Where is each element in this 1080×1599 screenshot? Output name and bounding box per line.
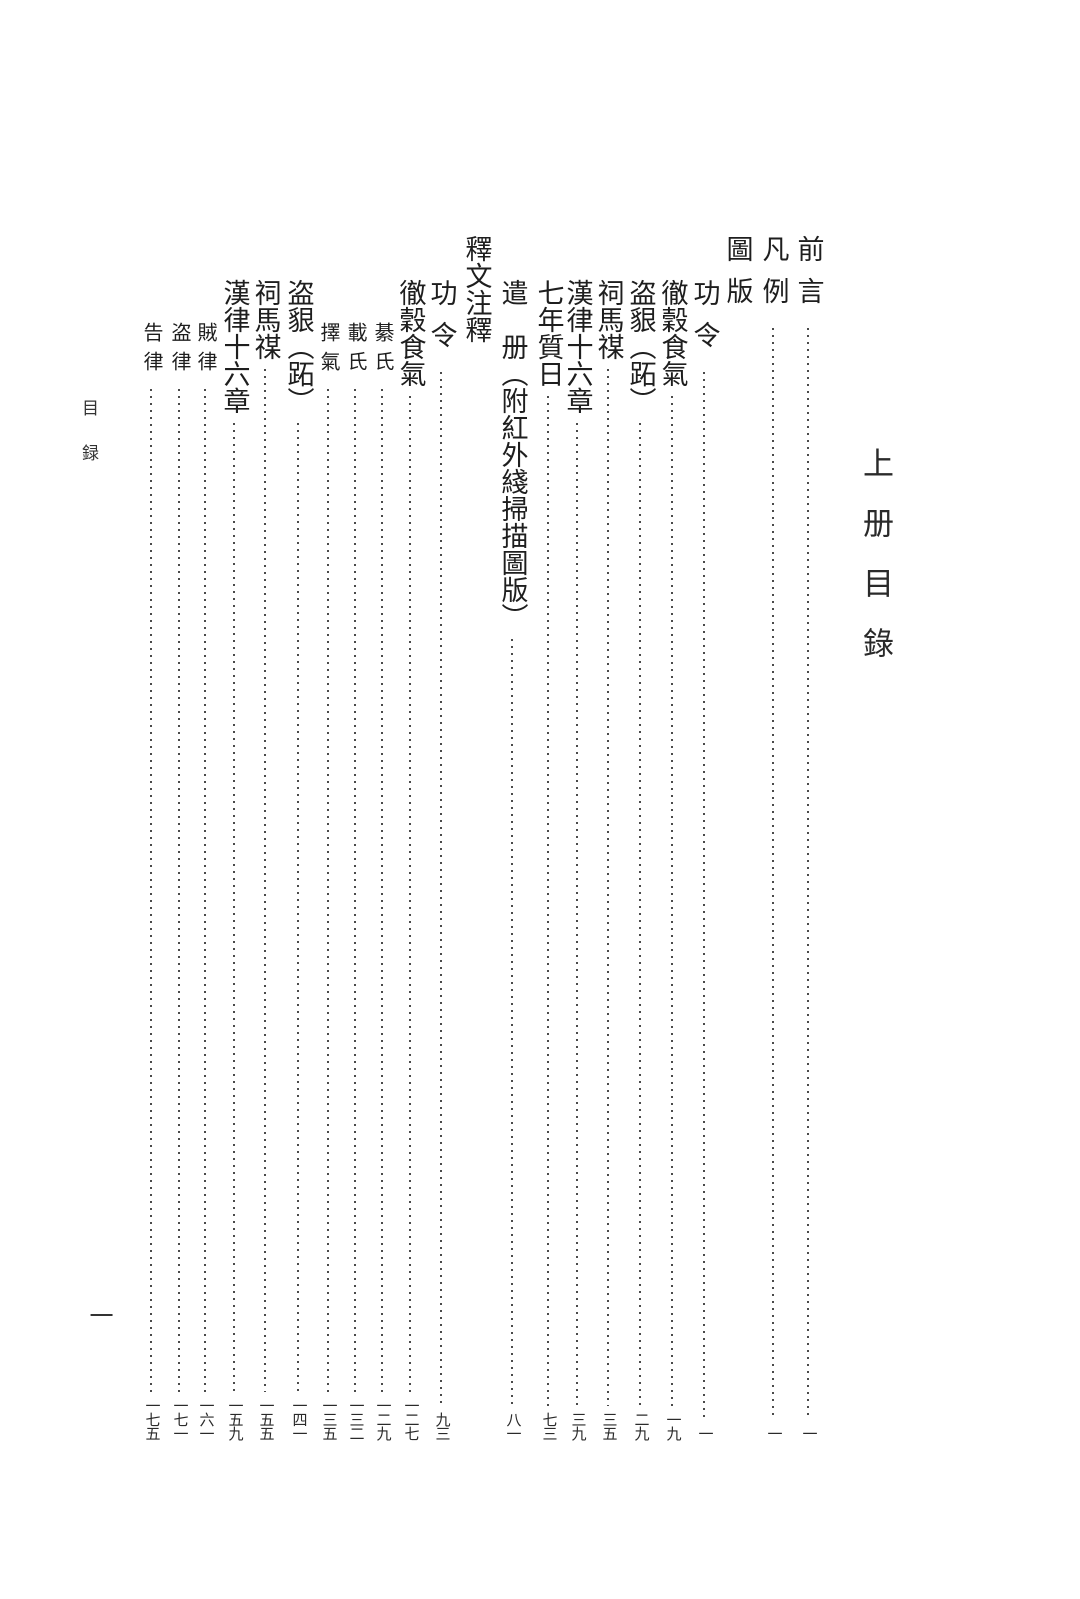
dotted-leader <box>381 389 383 1392</box>
dotted-leader <box>409 396 411 1392</box>
toc-section-header: 釋文注釋 <box>461 235 492 343</box>
dotted-leader <box>233 423 235 1392</box>
toc-entry-page: 三九 <box>569 1412 586 1440</box>
toc-entry-label: 漢律十六章 <box>219 279 250 414</box>
toc-entry: 功令 一 <box>689 279 720 1440</box>
toc-entry-label: 祠馬禖 <box>250 279 281 360</box>
toc-entry-label: 凡例 <box>758 235 789 319</box>
toc-entry: 祠馬禖 一五五 <box>250 279 281 1440</box>
toc-entry-page: 一三五 <box>320 1398 337 1440</box>
toc-entry-label: 徹穀食氣 <box>395 279 426 387</box>
toc-subentry: 載氏 一三二 <box>344 322 366 1440</box>
toc-entry: 漢律十六章 一五九 <box>219 279 250 1440</box>
toc-entry-page: 一六一 <box>197 1398 214 1440</box>
toc-entry-label: 祠馬禖 <box>593 279 624 360</box>
toc-entry-page: 一九 <box>664 1412 681 1440</box>
dotted-leader <box>772 328 774 1420</box>
dotted-leader <box>671 396 673 1406</box>
toc-entry-page: 一五五 <box>257 1398 274 1440</box>
toc-entry: 凡例 一 <box>758 235 789 1440</box>
dotted-leader <box>264 369 266 1392</box>
toc-entry-page: 八一 <box>504 1412 521 1440</box>
toc-entry: 功令 九三 <box>426 279 457 1440</box>
toc-entry-page: 一 <box>800 1426 817 1440</box>
dotted-leader <box>639 423 641 1406</box>
dotted-leader <box>354 389 356 1392</box>
dotted-leader <box>327 389 329 1392</box>
toc-entry: 盗貇（跖） 二九 <box>625 279 656 1440</box>
toc-entry: 祠馬禖 三五 <box>593 279 624 1440</box>
toc-entry: 徹穀食氣 一九 <box>657 279 688 1440</box>
toc-entry-page: 一七五 <box>143 1398 160 1440</box>
toc-subentry: 綦氏 一二九 <box>371 322 393 1440</box>
toc-subentry: 盗律 一七一 <box>168 322 190 1440</box>
dotted-leader <box>178 389 180 1392</box>
toc-entry-page: 七三 <box>540 1412 557 1440</box>
toc-entry-label: 七年質日 <box>533 279 564 387</box>
toc-entry-page: 一四一 <box>290 1398 307 1440</box>
toc-entry: 漢律十六章 三九 <box>562 279 593 1440</box>
toc-entry-label: 前言 <box>793 235 824 319</box>
page-title: 上册目錄 <box>858 447 893 687</box>
toc-entry-page: 一五九 <box>226 1398 243 1440</box>
toc-entry: 前言 一 <box>793 235 824 1440</box>
toc-entry-label: 漢律十六章 <box>562 279 593 414</box>
toc-entry-page: 一 <box>696 1426 713 1440</box>
dotted-leader <box>150 389 152 1392</box>
toc-subentry: 擇氣 一三五 <box>317 322 339 1440</box>
dotted-leader <box>703 372 705 1420</box>
running-header: 目録 <box>79 399 98 489</box>
toc-section-header: 圖版 <box>722 235 753 319</box>
toc-entry-label: 告律 <box>140 322 162 380</box>
dotted-leader <box>576 423 578 1406</box>
toc-subentry: 賊律 一六一 <box>194 322 216 1440</box>
toc-entry: 盗貇（跖） 一四一 <box>283 279 314 1440</box>
toc-entry-label: 載氏 <box>344 322 366 380</box>
toc-entry-page: 一七一 <box>171 1398 188 1440</box>
dotted-leader <box>511 639 513 1406</box>
dotted-leader <box>607 369 609 1406</box>
toc-entry-label: 徹穀食氣 <box>657 279 688 387</box>
toc-entry-label: 遣 册（附紅外綫掃描圖版） <box>497 279 528 630</box>
toc-entry: 遣 册（附紅外綫掃描圖版） 八一 <box>497 279 528 1440</box>
toc-section-label: 釋文注釋 <box>461 235 492 343</box>
toc-entry-page: 一三二 <box>347 1398 364 1440</box>
toc-entry-label: 功令 <box>426 279 457 363</box>
toc-entry-page: 一二九 <box>374 1398 391 1440</box>
toc-entry: 七年質日 七三 <box>533 279 564 1440</box>
folio-number: 一 <box>85 1303 111 1327</box>
toc-entry-label: 擇氣 <box>317 322 339 380</box>
dotted-leader <box>204 389 206 1392</box>
toc-entry-label: 盗貇（跖） <box>625 279 656 414</box>
toc-entry-page: 一 <box>765 1426 782 1440</box>
toc-entry-page: 一二七 <box>402 1398 419 1440</box>
toc-entry-label: 賊律 <box>194 322 216 380</box>
toc-entry-label: 綦氏 <box>371 322 393 380</box>
toc-entry-page: 九三 <box>433 1412 450 1440</box>
toc-entry-label: 盗貇（跖） <box>283 279 314 414</box>
dotted-leader <box>807 328 809 1420</box>
toc-entry: 徹穀食氣 一二七 <box>395 279 426 1440</box>
toc-entry-label: 功令 <box>689 279 720 363</box>
toc-section-label: 圖版 <box>722 235 753 319</box>
dotted-leader <box>440 372 442 1406</box>
toc-entry-label: 盗律 <box>168 322 190 380</box>
toc-entry-page: 二九 <box>632 1412 649 1440</box>
dotted-leader <box>547 396 549 1406</box>
dotted-leader <box>297 423 299 1392</box>
toc-entry-page: 三五 <box>600 1412 617 1440</box>
toc-subentry: 告律 一七五 <box>140 322 162 1440</box>
